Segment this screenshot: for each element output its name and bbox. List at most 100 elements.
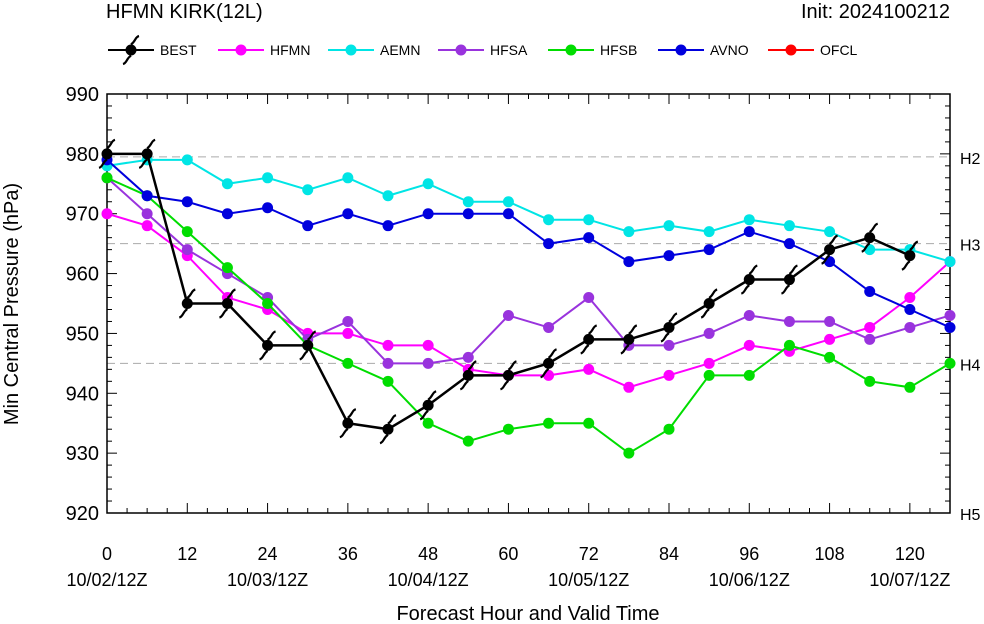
series-line-aemn <box>106 158 951 263</box>
point-hfmn <box>904 292 916 304</box>
hurricane-eye <box>181 298 193 309</box>
point-avno <box>583 232 595 244</box>
point-hfsb <box>783 339 795 351</box>
point-aemn <box>181 154 193 166</box>
x-tick-label: 48 <box>418 544 438 564</box>
point-aemn <box>342 172 354 184</box>
point-aemn <box>703 226 715 238</box>
x-axis-label: Forecast Hour and Valid Time <box>396 603 659 624</box>
hurricane-arm <box>98 158 108 169</box>
hurricane-eye <box>382 423 394 435</box>
hurricane-eye <box>101 148 113 160</box>
plot-area: H2 H3 H4 H5 920 930 940 950 960 970 980 990 0 12 24 36 4… <box>66 84 981 590</box>
point-hfsb <box>703 369 715 381</box>
point-avno <box>783 238 795 250</box>
y-tick-label: 990 <box>66 84 99 106</box>
legend-marker-hfmn <box>235 44 247 56</box>
point-hfsb <box>221 262 233 274</box>
point-avno <box>944 321 956 333</box>
hurricane-eye <box>663 321 675 333</box>
hurricane-eye <box>221 298 233 309</box>
hurricane-arm <box>379 433 389 445</box>
y-tick-label: 940 <box>66 383 99 405</box>
point-hfsa <box>342 315 354 327</box>
point-hfsb <box>181 226 193 238</box>
hurricane-eye <box>302 339 314 351</box>
y-tick-label: 960 <box>66 264 99 286</box>
hurricane-arm <box>226 288 236 299</box>
legend: BEST HFMN AEMN HFSA HFSB AVNO OFCL <box>108 34 858 66</box>
point-aemn <box>302 184 314 196</box>
point-hfsa <box>181 244 193 256</box>
hurricane-arm <box>628 324 638 335</box>
series-line-hfsb <box>106 176 951 455</box>
point-hfsb <box>743 369 755 381</box>
hurricane-arm <box>507 360 517 371</box>
point-hfmn <box>824 333 836 345</box>
hurricane-eye <box>462 369 474 381</box>
point-hfsb <box>262 298 274 309</box>
best-track-point <box>259 330 276 361</box>
best-track-point <box>98 138 116 169</box>
point-hfsb <box>382 375 394 387</box>
point-hfmn <box>583 363 595 375</box>
point-hfsa <box>422 357 434 369</box>
hurricane-arm <box>588 324 598 335</box>
point-hfsa <box>783 315 795 327</box>
point-aemn <box>462 196 474 208</box>
x-tick-label: 84 <box>659 544 679 564</box>
point-hfsb <box>502 423 514 435</box>
point-hfsb <box>904 381 916 393</box>
y-tick-label: 920 <box>66 503 99 525</box>
best-track-point <box>339 408 357 439</box>
legend-label-ofcl: OFCL <box>820 42 858 58</box>
hurricane-arm <box>387 414 397 425</box>
x-tick-label: 24 <box>258 544 278 564</box>
point-hfsa <box>141 208 153 220</box>
point-hfmn <box>141 220 153 232</box>
chart-title: HFMN KIRK(12L) <box>106 1 263 23</box>
hurricane-arm <box>660 332 670 343</box>
hurricane-arm <box>500 379 510 391</box>
x-tick-label: 96 <box>739 544 759 564</box>
hurricane-eye <box>824 244 836 256</box>
y-tick-label: 980 <box>66 144 99 166</box>
point-hfsb <box>462 435 474 447</box>
point-hfsb <box>583 417 595 429</box>
hurricane-arm <box>869 222 879 234</box>
hurricane-arm <box>781 284 791 295</box>
hurricane-eye <box>262 339 274 351</box>
point-hfmn <box>382 339 394 351</box>
category-label: H5 <box>960 507 981 524</box>
x-tick-label: 72 <box>579 544 599 564</box>
best-track-point <box>781 264 798 295</box>
point-hfsb <box>101 172 113 184</box>
best-track-point <box>580 324 598 355</box>
best-track-point <box>500 360 517 391</box>
x-tick-label: 12 <box>177 544 197 564</box>
hurricane-eye <box>864 232 876 244</box>
best-track-point <box>540 348 557 379</box>
y-tick-label: 950 <box>66 323 99 345</box>
point-aemn <box>502 196 514 208</box>
best-track-point <box>901 240 919 271</box>
best-track-point <box>459 360 477 391</box>
best-track-point <box>700 288 718 319</box>
hurricane-arm <box>700 308 710 319</box>
legend-label-best: BEST <box>160 42 197 58</box>
legend-marker-ofcl <box>785 44 797 56</box>
init-label: Init: 2024100212 <box>801 1 950 23</box>
point-avno <box>703 244 715 256</box>
point-hfsa <box>583 292 595 304</box>
category-label: H4 <box>960 357 981 374</box>
date-label: 10/05/12Z <box>548 570 629 590</box>
legend-label-hfmn: HFMN <box>270 42 310 58</box>
point-aemn <box>663 220 675 232</box>
hurricane-arm <box>828 234 838 246</box>
point-aemn <box>221 178 233 190</box>
hurricane-arm <box>909 240 919 252</box>
point-aemn <box>422 178 434 190</box>
point-avno <box>904 303 916 315</box>
legend-hurricane-icon <box>122 34 140 66</box>
point-hfsb <box>342 357 354 369</box>
